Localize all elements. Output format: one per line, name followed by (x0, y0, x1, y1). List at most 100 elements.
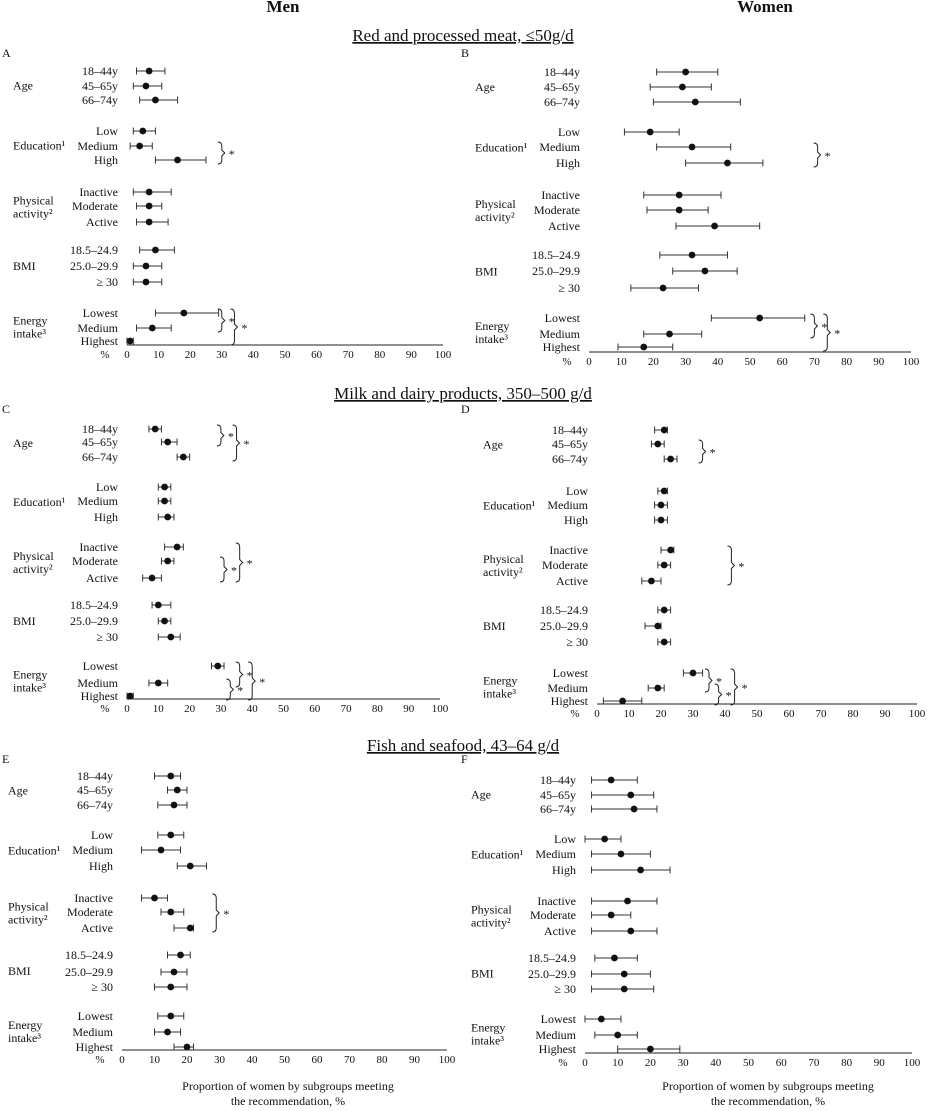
significance-bracket: * (216, 424, 234, 447)
significance-bracket: * (730, 668, 748, 706)
subgroup-label: 18–44y (540, 773, 576, 787)
group-label: BMI (13, 614, 36, 628)
point-marker (607, 776, 615, 784)
data-point (154, 309, 220, 317)
subgroup-label: 25.0–29.9 (532, 264, 580, 278)
data-point (643, 330, 703, 338)
x-tick-label: 90 (880, 708, 892, 720)
point-marker (647, 1045, 654, 1053)
subgroup-label: Moderate (72, 554, 118, 568)
subgroup-label: Medium (72, 843, 113, 857)
x-tick-label: 20 (648, 356, 660, 368)
x-tick-label: 10 (616, 356, 628, 368)
data-point (584, 1015, 622, 1023)
x-tick-label: 60 (776, 1057, 788, 1069)
significance-bracket: * (212, 893, 229, 933)
x-tick-label: 100 (432, 703, 449, 715)
data-point (164, 543, 184, 551)
subgroup-label: 66–74y (77, 798, 113, 812)
significance-bracket: * (810, 313, 827, 339)
subgroup-label: ≥ 30 (554, 982, 576, 996)
group-label: Age (483, 438, 503, 452)
subgroup-label: Medium (77, 321, 118, 335)
data-point (151, 601, 172, 609)
point-marker (667, 455, 674, 463)
group-label: BMI (483, 619, 506, 633)
x-tick-label: 30 (680, 356, 692, 368)
subgroup-label: 66–74y (82, 450, 118, 464)
data-point (173, 1043, 194, 1051)
significance-star: * (247, 557, 253, 571)
subgroup-label: 18–44y (82, 422, 118, 436)
bracket-path (216, 424, 225, 447)
group-label: Energy (471, 1021, 505, 1035)
x-tick-label: 100 (439, 1054, 456, 1066)
significance-star: * (241, 321, 247, 335)
panel-letter: B (461, 46, 469, 60)
subgroup-label: Low (96, 124, 118, 138)
subgroup-label: 25.0–29.9 (65, 965, 113, 979)
x-tick-label: 40 (712, 356, 724, 368)
significance-star: * (231, 564, 237, 578)
significance-star: * (726, 689, 732, 703)
significance-bracket: * (230, 308, 247, 346)
point-marker (614, 1031, 622, 1039)
subgroup-label: Moderate (534, 203, 580, 217)
data-point (129, 142, 153, 150)
significance-bracket: * (823, 313, 840, 352)
bracket-path (212, 893, 220, 933)
subgroup-label: Medium (539, 327, 580, 341)
x-tick-label: 0 (582, 1057, 588, 1069)
group-label: Physical (483, 552, 524, 566)
subgroup-label: 25.0–29.9 (70, 259, 118, 273)
column-title-women: Women (737, 0, 793, 16)
x-tick-label: 90 (874, 1057, 886, 1069)
data-point (157, 483, 172, 491)
x-tick-label: 50 (752, 708, 764, 720)
data-point (591, 850, 651, 858)
subgroup-label: High (94, 153, 118, 167)
point-marker (654, 622, 662, 630)
data-point (591, 985, 655, 993)
x-tick-label: 50 (278, 703, 290, 715)
data-point (654, 426, 668, 434)
point-marker (139, 127, 147, 135)
data-point (591, 776, 638, 784)
subgroup-label: Medium (547, 681, 588, 695)
significance-star: * (223, 907, 229, 921)
point-marker (142, 262, 150, 270)
point-marker (724, 159, 731, 167)
x-tick-label: 100 (904, 1057, 921, 1069)
bracket-path (823, 313, 831, 352)
panel-a: A 0 10 20 30 40 50 60 70 80 90 100% Age 18–44y45–65y6… (2, 46, 452, 361)
subgroup-label: Moderate (530, 908, 576, 922)
x-tick-label: 100 (435, 349, 452, 361)
group-label: Education¹ (13, 139, 66, 153)
data-point (710, 314, 806, 322)
x-tick-label: 10 (153, 703, 165, 715)
x-tick-label: 80 (841, 356, 853, 368)
data-point (650, 440, 665, 448)
data-point (135, 67, 166, 75)
point-marker (640, 343, 648, 351)
data-point (672, 267, 738, 275)
data-point (154, 983, 188, 991)
point-marker (167, 831, 175, 839)
data-point (139, 246, 175, 254)
x-tick-label: 0 (119, 1054, 125, 1066)
bracket-path (235, 661, 244, 688)
row-title-dairy: Milk and dairy products, 350–500 g/d (334, 384, 592, 403)
bracket-path (217, 308, 226, 333)
data-point (132, 262, 163, 270)
x-tick-label: 70 (808, 1057, 820, 1069)
x-tick-label: 100 (909, 708, 926, 720)
x-tick-label: 80 (374, 349, 386, 361)
x-tick-label: 0 (594, 708, 600, 720)
point-marker (183, 1043, 191, 1051)
group-label: Education¹ (475, 141, 528, 155)
data-point (167, 951, 191, 959)
x-tick-label: 10 (153, 349, 165, 361)
point-marker (637, 866, 644, 874)
group-label: Physical (13, 194, 54, 208)
